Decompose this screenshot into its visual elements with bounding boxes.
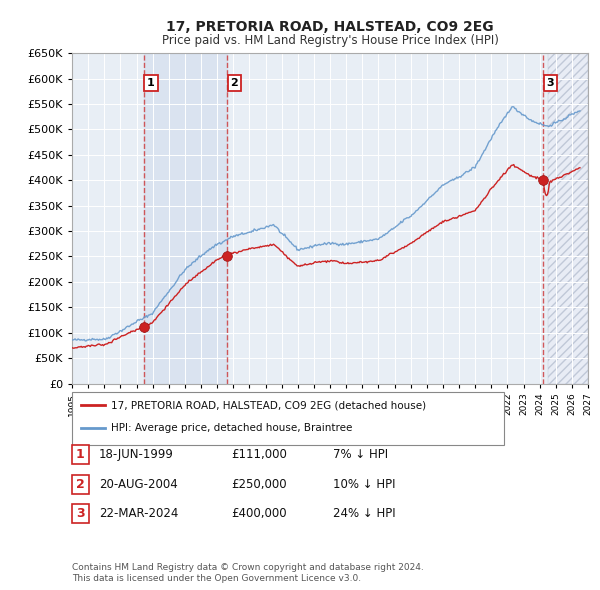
Text: 10% ↓ HPI: 10% ↓ HPI [333,478,395,491]
Bar [144,53,227,384]
Text: 2: 2 [76,478,85,491]
Text: 7% ↓ HPI: 7% ↓ HPI [333,448,388,461]
Text: 18-JUN-1999: 18-JUN-1999 [99,448,174,461]
Text: 1: 1 [147,78,155,88]
Text: HPI: Average price, detached house, Braintree: HPI: Average price, detached house, Brai… [111,423,352,432]
Text: 2: 2 [230,78,238,88]
Text: 3: 3 [547,78,554,88]
Text: £400,000: £400,000 [231,507,287,520]
Text: Price paid vs. HM Land Registry's House Price Index (HPI): Price paid vs. HM Land Registry's House … [161,34,499,47]
Text: 17, PRETORIA ROAD, HALSTEAD, CO9 2EG: 17, PRETORIA ROAD, HALSTEAD, CO9 2EG [166,19,494,34]
Text: £111,000: £111,000 [231,448,287,461]
Polygon shape [548,53,588,384]
Text: 1: 1 [76,448,85,461]
Text: £250,000: £250,000 [231,478,287,491]
Text: 17, PRETORIA ROAD, HALSTEAD, CO9 2EG (detached house): 17, PRETORIA ROAD, HALSTEAD, CO9 2EG (de… [111,401,426,410]
Text: 3: 3 [76,507,85,520]
Text: Contains HM Land Registry data © Crown copyright and database right 2024.
This d: Contains HM Land Registry data © Crown c… [72,563,424,583]
Text: 20-AUG-2004: 20-AUG-2004 [99,478,178,491]
Text: 24% ↓ HPI: 24% ↓ HPI [333,507,395,520]
Text: 22-MAR-2024: 22-MAR-2024 [99,507,178,520]
